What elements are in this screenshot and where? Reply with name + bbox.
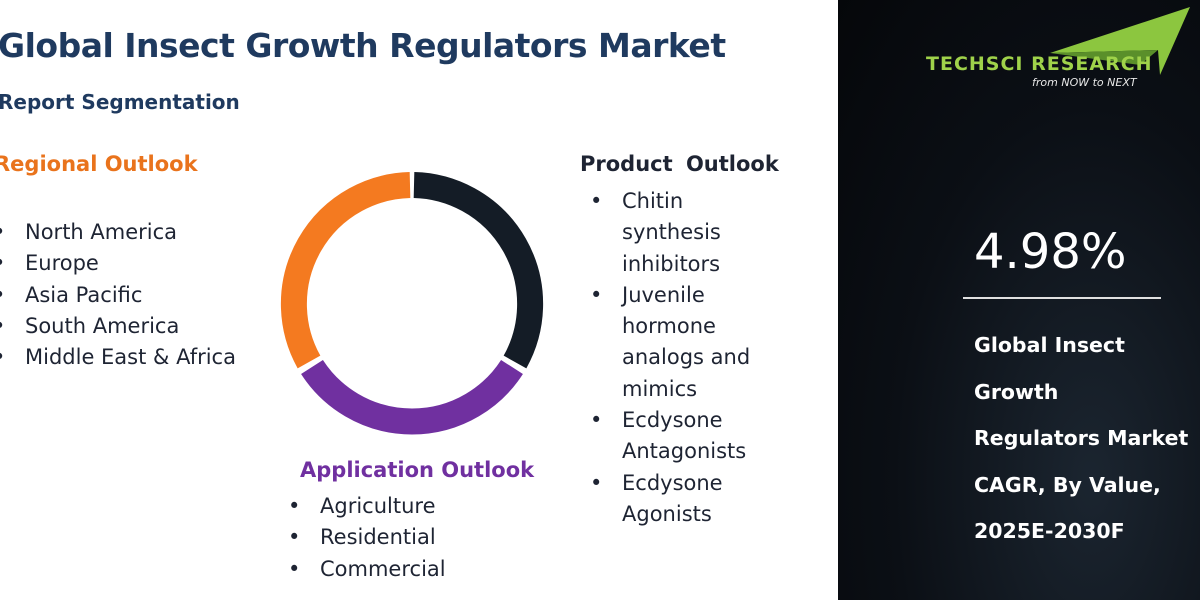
list: AgricultureResidentialCommercial [288,491,446,586]
list-item: Residential [288,522,446,554]
list-item: North America [0,217,236,249]
donut [280,172,544,435]
brand: TECHSCI RESEARCH [926,53,1153,75]
list-item: Ecdysone Antagonists [590,405,772,468]
tagline: from NOW to NEXT [1032,76,1137,89]
donut-segment [413,172,544,369]
section-title: Regional Outlook [0,152,198,176]
list: North AmericaEuropeAsia PacificSouth Ame… [0,217,236,374]
section-title: Application Outlook [300,458,535,482]
divider [963,297,1161,299]
donut-segment [280,172,411,369]
donut-segment [301,359,523,435]
section-title: Product Outlook [580,152,779,176]
stat: 4.98% [974,224,1127,280]
list-item: Agriculture [288,491,446,523]
list-item: South America [0,311,236,343]
list-item: Europe [0,248,236,280]
list-item: Chitin synthesis inhibitors [590,186,772,280]
list-item: Juvenile hormone analogs and mimics [590,280,772,405]
list-item: Asia Pacific [0,280,236,312]
list-item: Middle East & Africa [0,342,236,374]
list: Chitin synthesis inhibitorsJuvenile horm… [590,186,772,531]
caption: Global Insect Growth Regulators Market C… [974,333,1189,543]
logo-swoosh [1050,7,1190,75]
list-item: Commercial [288,554,446,586]
title: Global Insect Growth Regulators Market [0,26,726,65]
side-panel [838,0,1200,600]
subtitle: Report Segmentation [0,90,240,114]
list-item: Ecdysone Agonists [590,468,772,531]
